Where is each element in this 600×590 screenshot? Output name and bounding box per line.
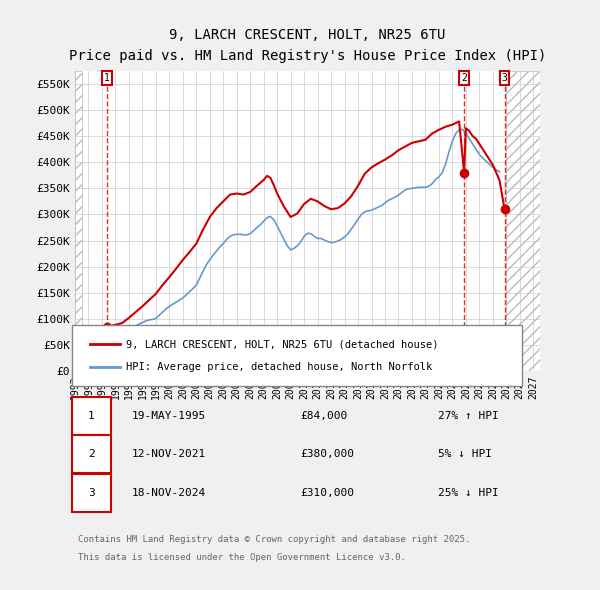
- Text: £380,000: £380,000: [300, 450, 354, 459]
- Bar: [506, 71, 540, 371]
- Text: 3: 3: [502, 73, 508, 83]
- Text: 12-NOV-2021: 12-NOV-2021: [132, 450, 206, 459]
- Text: 1: 1: [104, 73, 110, 83]
- Text: 2: 2: [461, 73, 467, 83]
- Text: This data is licensed under the Open Government Licence v3.0.: This data is licensed under the Open Gov…: [78, 553, 406, 562]
- Text: HPI: Average price, detached house, North Norfolk: HPI: Average price, detached house, Nort…: [126, 362, 432, 372]
- Title: 9, LARCH CRESCENT, HOLT, NR25 6TU
Price paid vs. HM Land Registry's House Price : 9, LARCH CRESCENT, HOLT, NR25 6TU Price …: [69, 28, 546, 63]
- Text: 2: 2: [88, 450, 95, 459]
- Bar: [75, 71, 82, 371]
- Text: 18-NOV-2024: 18-NOV-2024: [132, 488, 206, 497]
- Text: 5% ↓ HPI: 5% ↓ HPI: [438, 450, 492, 459]
- Text: £310,000: £310,000: [300, 488, 354, 497]
- Bar: [75, 71, 82, 371]
- Text: 1: 1: [88, 411, 95, 421]
- Text: 27% ↑ HPI: 27% ↑ HPI: [438, 411, 499, 421]
- Text: 25% ↓ HPI: 25% ↓ HPI: [438, 488, 499, 497]
- Text: 19-MAY-1995: 19-MAY-1995: [132, 411, 206, 421]
- Text: £84,000: £84,000: [300, 411, 347, 421]
- Text: 3: 3: [88, 488, 95, 497]
- Bar: [506, 71, 540, 371]
- Text: 9, LARCH CRESCENT, HOLT, NR25 6TU (detached house): 9, LARCH CRESCENT, HOLT, NR25 6TU (detac…: [126, 339, 439, 349]
- Text: Contains HM Land Registry data © Crown copyright and database right 2025.: Contains HM Land Registry data © Crown c…: [78, 535, 470, 545]
